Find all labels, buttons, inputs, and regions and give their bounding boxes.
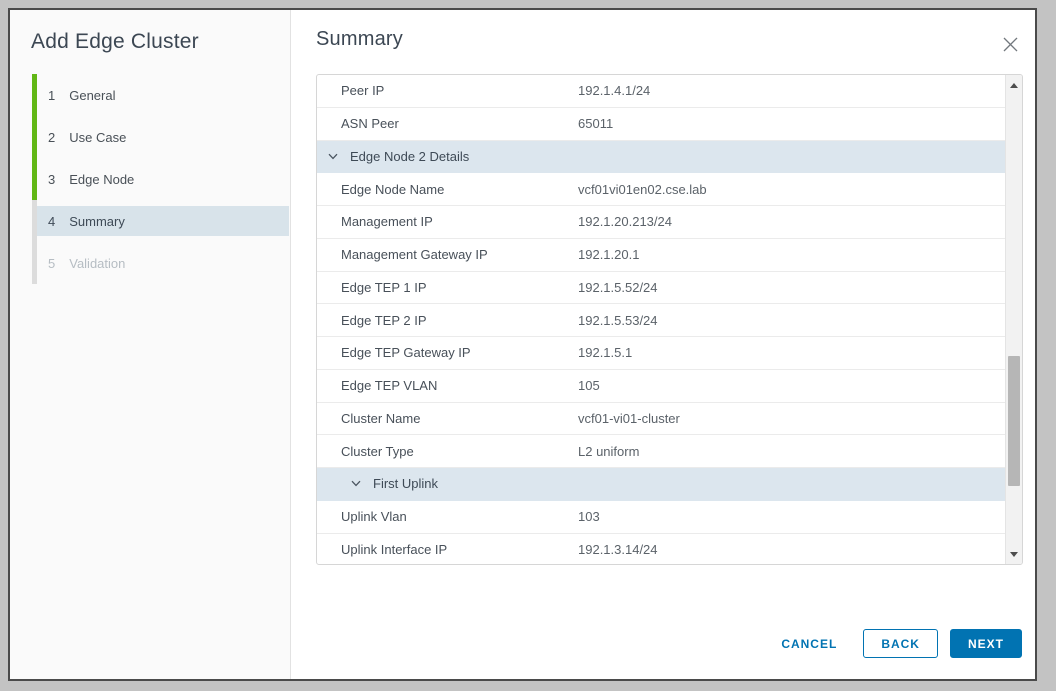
field-label: Edge TEP VLAN xyxy=(341,378,438,394)
section-label: Edge Node 2 Details xyxy=(350,148,470,164)
step-number: 5 xyxy=(48,255,56,271)
field-label: Uplink Vlan xyxy=(341,509,407,525)
sidebar-step-use-case[interactable]: 2 Use Case xyxy=(32,116,289,158)
wizard-step-list: 1 General 2 Use Case 3 Edge Node 4 Summary 5 Vali… xyxy=(32,74,289,284)
field-value: vcf01-vi01-cluster xyxy=(578,410,680,426)
step-content: 3 Edge Node xyxy=(37,164,289,194)
field-value: 192.1.5.1 xyxy=(578,345,633,361)
field-value: 192.1.4.1/24 xyxy=(578,83,651,99)
field-label: Cluster Type xyxy=(341,443,414,459)
field-value: 192.1.20.1 xyxy=(578,247,640,263)
summary-field-row: Management Gateway IP 192.1.20.1 xyxy=(317,239,1005,272)
field-value: 65011 xyxy=(578,116,614,132)
summary-rows: Peer IP 192.1.4.1/24 ASN Peer 65011 Edge Nod… xyxy=(317,75,1005,565)
summary-field-row: Uplink Interface IP 192.1.3.14/24 xyxy=(317,534,1005,565)
step-content: 1 General xyxy=(37,80,289,110)
cancel-button[interactable]: CANCEL xyxy=(767,629,851,658)
step-number: 3 xyxy=(48,171,56,187)
step-number: 1 xyxy=(48,87,56,103)
field-value: 105 xyxy=(578,378,600,394)
chevron-down-icon xyxy=(328,153,338,160)
wizard-content-panel: Summary Peer IP 192.1.4.1/24 ASN Peer 65011… xyxy=(291,10,1035,679)
back-button[interactable]: BACK xyxy=(863,629,938,658)
sidebar-step-edge-node[interactable]: 3 Edge Node xyxy=(32,158,289,200)
triangle-down-icon xyxy=(1010,551,1018,557)
table-scrollbar[interactable] xyxy=(1005,75,1022,564)
add-edge-cluster-dialog: Add Edge Cluster 1 General 2 Use Case 3 Edge … xyxy=(8,8,1037,681)
summary-field-row: Cluster Name vcf01-vi01-cluster xyxy=(317,403,1005,436)
next-button[interactable]: NEXT xyxy=(949,629,1022,658)
step-progress-bar xyxy=(32,242,37,284)
wizard-footer: CANCEL BACK NEXT xyxy=(767,629,1022,658)
field-label: Peer IP xyxy=(341,83,385,99)
scroll-up-button[interactable] xyxy=(1006,77,1022,93)
step-content: 2 Use Case xyxy=(37,122,289,152)
summary-section-row[interactable]: Edge Node 2 Details xyxy=(317,140,1005,174)
summary-field-row: Edge TEP VLAN 105 xyxy=(317,370,1005,403)
section-label: First Uplink xyxy=(373,476,439,492)
field-label: Management IP xyxy=(341,214,433,230)
field-label: Edge TEP Gateway IP xyxy=(341,345,471,361)
field-label: ASN Peer xyxy=(341,116,399,132)
field-value: vcf01vi01en02.cse.lab xyxy=(578,181,707,197)
summary-field-row: Peer IP 192.1.4.1/24 xyxy=(317,75,1005,108)
field-label: Edge TEP 1 IP xyxy=(341,279,427,295)
dialog-title: Add Edge Cluster xyxy=(31,30,199,53)
summary-field-row: Uplink Vlan 103 xyxy=(317,501,1005,534)
summary-field-row: Edge TEP 1 IP 192.1.5.52/24 xyxy=(317,272,1005,305)
summary-field-row: ASN Peer 65011 xyxy=(317,108,1005,141)
summary-field-row: Edge TEP 2 IP 192.1.5.53/24 xyxy=(317,304,1005,337)
step-number: 4 xyxy=(48,213,56,229)
field-label: Edge TEP 2 IP xyxy=(341,312,427,328)
field-value: 192.1.5.52/24 xyxy=(578,279,658,295)
step-label: General xyxy=(69,87,116,103)
field-label: Cluster Name xyxy=(341,410,421,426)
field-label: Management Gateway IP xyxy=(341,247,488,263)
step-progress-bar xyxy=(32,116,37,158)
close-icon xyxy=(1002,36,1019,53)
scrollbar-thumb[interactable] xyxy=(1008,356,1020,486)
summary-table-card: Peer IP 192.1.4.1/24 ASN Peer 65011 Edge Nod… xyxy=(316,74,1023,565)
step-label: Summary xyxy=(69,213,125,229)
triangle-up-icon xyxy=(1010,82,1018,88)
field-value: 192.1.3.14/24 xyxy=(578,541,658,557)
summary-field-row: Cluster Type L2 uniform xyxy=(317,435,1005,468)
step-content: 4 Summary xyxy=(37,206,289,236)
wizard-sidebar: Add Edge Cluster 1 General 2 Use Case 3 Edge … xyxy=(10,10,291,679)
field-value: 192.1.5.53/24 xyxy=(578,312,658,328)
scroll-down-button[interactable] xyxy=(1006,546,1022,562)
field-value: 192.1.20.213/24 xyxy=(578,214,672,230)
step-label: Edge Node xyxy=(69,171,135,187)
page-title: Summary xyxy=(316,28,403,50)
field-label: Uplink Interface IP xyxy=(341,541,448,557)
close-button[interactable] xyxy=(1000,34,1020,54)
sidebar-step-general[interactable]: 1 General xyxy=(32,74,289,116)
step-content: 5 Validation xyxy=(37,248,289,278)
sidebar-step-validation[interactable]: 5 Validation xyxy=(32,242,289,284)
step-progress-bar xyxy=(32,200,37,242)
step-progress-bar xyxy=(32,74,37,116)
summary-field-row: Edge Node Name vcf01vi01en02.cse.lab xyxy=(317,173,1005,206)
field-value: 103 xyxy=(578,509,600,525)
step-label: Use Case xyxy=(69,129,127,145)
field-label: Edge Node Name xyxy=(341,181,445,197)
step-label: Validation xyxy=(69,255,126,271)
summary-field-row: Edge TEP Gateway IP 192.1.5.1 xyxy=(317,337,1005,370)
sidebar-step-summary[interactable]: 4 Summary xyxy=(32,200,289,242)
step-number: 2 xyxy=(48,129,56,145)
chevron-down-icon xyxy=(351,480,361,487)
summary-field-row: Management IP 192.1.20.213/24 xyxy=(317,206,1005,239)
field-value: L2 uniform xyxy=(578,443,640,459)
step-progress-bar xyxy=(32,158,37,200)
summary-section-row[interactable]: First Uplink xyxy=(317,468,1005,501)
